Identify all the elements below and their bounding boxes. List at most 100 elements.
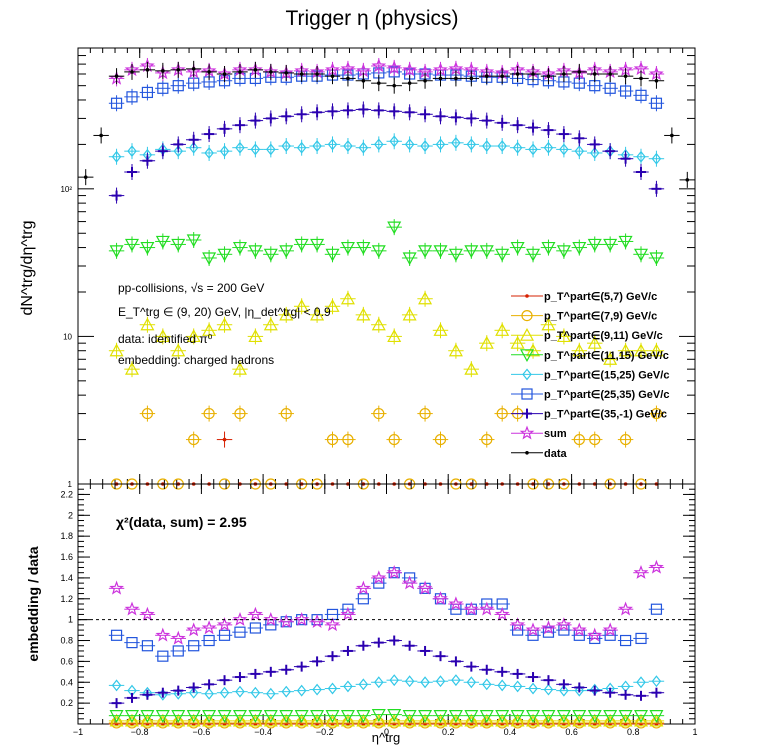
data-point — [402, 62, 417, 77]
data-point — [281, 664, 292, 675]
data-point — [188, 640, 200, 652]
data-point — [110, 629, 123, 641]
bottom-y-tick-label: 1 — [68, 615, 73, 625]
data-point — [389, 135, 399, 148]
data-point — [217, 713, 232, 727]
data-point — [219, 145, 230, 158]
data-point — [619, 634, 632, 647]
data-point — [418, 291, 433, 305]
data-point — [479, 601, 495, 616]
data-point — [263, 317, 278, 331]
data-point — [124, 601, 140, 616]
data-point — [589, 632, 601, 645]
x-tick-label: −0.2 — [316, 727, 334, 737]
data-point — [310, 710, 325, 723]
data-point — [373, 105, 384, 116]
data-point — [109, 245, 124, 259]
data-point — [526, 713, 541, 727]
data-point — [327, 138, 338, 151]
data-point — [528, 682, 538, 695]
x-tick-label: 0.4 — [504, 727, 517, 737]
bottom-y-tick-label: 1.6 — [60, 552, 73, 562]
data-point — [559, 684, 569, 697]
series-2 — [108, 290, 665, 378]
data-point — [541, 317, 556, 331]
data-point — [266, 687, 276, 700]
data-point — [512, 668, 523, 679]
annotation-collisions: pp-collisions, √s = 200 GeV — [118, 281, 264, 295]
data-point — [281, 685, 292, 698]
legend-marker — [525, 451, 529, 455]
data-point — [219, 686, 230, 699]
data-point — [497, 117, 508, 128]
data-point — [371, 317, 386, 331]
data-point — [526, 248, 541, 262]
data-point — [361, 78, 366, 83]
data-point — [543, 675, 554, 686]
data-point — [219, 675, 230, 686]
data-point — [142, 689, 153, 700]
data-point — [556, 617, 572, 632]
data-point — [556, 710, 571, 723]
data-point — [433, 710, 448, 723]
data-point — [248, 329, 263, 343]
data-point — [464, 361, 479, 375]
data-point — [248, 606, 263, 621]
data-point — [296, 661, 307, 672]
data-point — [188, 433, 200, 446]
data-point — [232, 241, 247, 255]
data-point — [592, 72, 597, 76]
data-point — [402, 307, 417, 321]
legend-item: p_T^part∈(35,-1) GeV/c — [511, 408, 667, 421]
data-point — [173, 685, 184, 696]
data-point — [235, 141, 245, 154]
data-point — [479, 335, 494, 349]
data-point — [296, 141, 307, 154]
data-point — [188, 682, 199, 693]
data-point — [250, 668, 261, 679]
data-point — [343, 140, 353, 152]
data-point — [389, 674, 399, 687]
data-point — [434, 433, 447, 446]
bottom-y-tick-label: 2.2 — [60, 489, 73, 499]
data-point — [253, 68, 258, 72]
data-point — [234, 120, 245, 131]
data-point — [281, 140, 292, 152]
data-point — [634, 710, 649, 723]
data-point — [126, 167, 137, 178]
data-point — [124, 713, 139, 727]
data-point — [464, 713, 479, 727]
data-point — [310, 238, 325, 252]
series-3 — [108, 219, 665, 266]
data-point — [141, 407, 154, 420]
series-4 — [108, 674, 665, 701]
data-point — [407, 81, 412, 85]
data-point — [636, 676, 646, 689]
x-tick-label: 1 — [692, 727, 697, 737]
data-point — [126, 91, 138, 103]
data-point — [310, 307, 325, 321]
data-point — [589, 139, 600, 150]
legend-marker — [525, 294, 529, 298]
data-point — [558, 129, 569, 140]
data-point — [423, 78, 427, 83]
data-point — [448, 248, 463, 262]
data-point — [605, 146, 616, 157]
data-point — [157, 146, 168, 157]
data-point — [124, 710, 139, 723]
data-point — [109, 343, 124, 357]
data-point — [250, 686, 261, 699]
data-point — [542, 626, 555, 638]
data-point — [466, 113, 477, 124]
data-point — [618, 343, 633, 357]
legend-item: p_T^part∈(5,7) GeV/c — [511, 291, 657, 303]
bottom-y-tick-label: 0.8 — [60, 636, 73, 646]
legend-item: sum — [511, 425, 567, 440]
data-point — [371, 713, 386, 727]
data-point — [435, 138, 446, 151]
data-point — [433, 591, 448, 605]
data-point — [649, 252, 664, 266]
data-point — [248, 245, 263, 259]
data-point — [572, 343, 587, 357]
